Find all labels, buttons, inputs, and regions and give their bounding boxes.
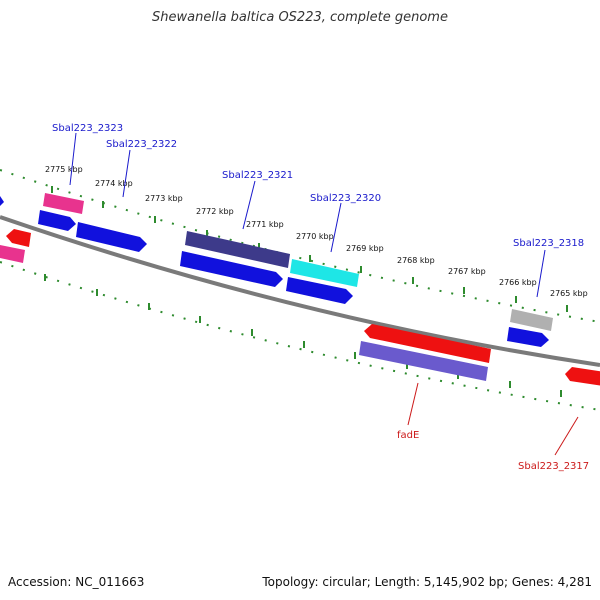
scale-label: 2766 kbp — [499, 278, 537, 287]
scale-label: 2773 kbp — [145, 194, 183, 203]
lavender-feature[interactable] — [359, 341, 488, 381]
gene-label[interactable]: Sbal223_2318 — [513, 238, 584, 249]
scale-labels: 2775 kbp 2774 kbp 2773 kbp 2772 kbp 2771… — [45, 165, 588, 298]
accession-text: Accession: NC_011663 — [8, 575, 145, 589]
callout-lines — [69, 132, 579, 456]
scale-label: 2768 kbp — [397, 256, 435, 265]
forward-cds-arrow[interactable] — [0, 194, 4, 206]
inner-major-ticks — [44, 274, 562, 397]
gene-label[interactable]: Sbal223_2323 — [52, 123, 123, 134]
pink-feature[interactable] — [0, 245, 25, 263]
scale-label: 2765 kbp — [550, 289, 588, 298]
scale-label: 2767 kbp — [448, 267, 486, 276]
forward-cds-arrow[interactable] — [507, 327, 549, 347]
genome-backbone — [0, 215, 600, 367]
forward-cds-arrow[interactable] — [180, 251, 283, 287]
reverse-cds-arrow[interactable] — [6, 229, 31, 247]
topology-text: Topology: circular; Length: 5,145,902 bp… — [262, 575, 592, 589]
scale-label: 2774 kbp — [95, 179, 133, 188]
pink-feature[interactable] — [43, 193, 84, 214]
navy-feature[interactable] — [185, 231, 290, 268]
scale-label: 2771 kbp — [246, 220, 284, 229]
inner-features — [0, 245, 488, 381]
gene-label[interactable]: fadE — [397, 430, 419, 441]
forward-cds-arrow[interactable] — [38, 210, 76, 231]
forward-cds-arrow[interactable] — [76, 222, 147, 252]
forward-cds-arrow[interactable] — [286, 277, 353, 304]
reverse-cds-arrow[interactable] — [364, 324, 491, 363]
map-title: Shewanella baltica OS223, complete genom… — [152, 10, 448, 25]
gene-label[interactable]: Sbal223_2321 — [222, 170, 293, 181]
scale-label: 2775 kbp — [45, 165, 83, 174]
outer-tick-ring — [0, 169, 600, 323]
outer-features — [43, 193, 553, 331]
grey-feature[interactable] — [510, 309, 553, 331]
inner-tick-ring — [0, 261, 600, 411]
forward-cds — [0, 194, 549, 347]
gene-label[interactable]: Sbal223_2317 — [518, 461, 589, 472]
gene-label[interactable]: Sbal223_2320 — [310, 193, 381, 204]
scale-label: 2772 kbp — [196, 207, 234, 216]
scale-label: 2770 kbp — [296, 232, 334, 241]
gene-label[interactable]: Sbal223_2322 — [106, 139, 177, 150]
reverse-cds — [6, 229, 600, 386]
reverse-cds-arrow[interactable] — [565, 367, 600, 386]
gene-labels: Sbal223_2323 Sbal223_2322 Sbal223_2321 S… — [52, 123, 589, 472]
scale-label: 2769 kbp — [346, 244, 384, 253]
cyan-feature[interactable] — [290, 259, 359, 287]
